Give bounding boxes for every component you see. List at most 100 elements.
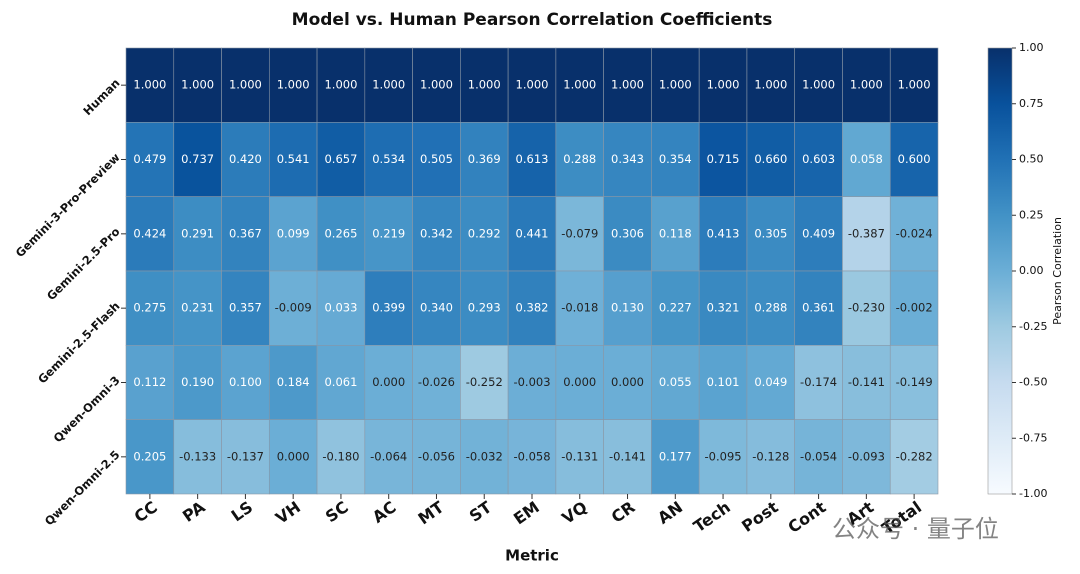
heatmap-cell [364,47,413,123]
heatmap-cell [460,345,509,420]
cell-label: 0.441 [516,226,549,240]
cell-label: 1.000 [898,78,931,92]
heatmap-cell [316,345,366,420]
cell-label: -0.174 [800,375,837,389]
cell-label: 0.369 [468,152,501,166]
heatmap-cell [698,196,748,272]
colorbar-tick-label: 0.25 [1019,208,1044,221]
cell-label: 0.291 [181,226,214,240]
cell-label: 0.613 [516,152,549,166]
x-tick-label: EM [510,497,543,528]
cell-label: 0.340 [420,301,453,315]
heatmap-cell [221,196,270,272]
heatmap-cell [268,47,318,123]
heatmap-cell [698,419,748,495]
cell-label: 0.342 [420,226,453,240]
cell-label: 1.000 [324,78,357,92]
cell-label: 0.292 [468,226,501,240]
heatmap-cell [603,196,652,272]
heatmap-cell [698,270,748,346]
y-tick-label: Human [80,76,122,118]
cell-label: 0.000 [611,375,644,389]
heatmap-cell [268,419,318,495]
heatmap-cell [316,47,366,123]
heatmap-cell [555,345,604,420]
heatmap-cell [746,122,796,197]
x-tick-label: ST [466,497,495,525]
colorbar-label: Pearson Correlation [1051,217,1064,325]
heatmap-cell [412,345,461,420]
heatmap-cell [364,419,413,495]
colorbar [987,47,1013,495]
y-tick-label: Gemini-2.5-Flash [35,299,123,387]
cell-label: 0.049 [754,375,787,389]
heatmap-cell [268,122,318,197]
heatmap-cell [746,419,796,495]
heatmap-cell [268,345,318,420]
x-tick-label: AN [654,497,686,527]
colorbar-tick-label: 0.50 [1019,153,1044,166]
cell-label: -0.141 [848,375,885,389]
heatmap-cell [316,196,366,272]
heatmap-cell [889,47,939,123]
x-tick-label: AC [369,497,400,526]
cell-label: 0.033 [324,301,357,315]
heatmap-cell [698,47,748,123]
cell-label: 0.305 [754,226,787,240]
cell-label: 0.293 [468,301,501,315]
cell-label: 1.000 [516,78,549,92]
heatmap-cell [507,345,557,420]
heatmap-cell [746,47,796,123]
cell-label: 0.130 [611,301,644,315]
colorbar-tick-label: -0.50 [1019,376,1047,389]
heatmap-cell [794,47,843,123]
cell-label: -0.018 [561,301,598,315]
cell-label: -0.095 [705,449,742,463]
cell-label: -0.387 [848,226,885,240]
heatmap-cell [842,270,891,346]
heatmap-cell [794,270,843,346]
heatmap-cell [460,270,509,346]
x-tick-label: SC [322,497,352,526]
cell-label: -0.026 [418,375,455,389]
cell-label: 0.343 [611,152,644,166]
cell-label: -0.002 [896,301,933,315]
x-tick-label: MT [414,497,447,528]
cell-label: 1.000 [850,78,883,92]
x-tick-label: VQ [558,497,590,527]
cell-label: -0.093 [848,449,885,463]
heatmap-cell [842,47,891,123]
heatmap-cell [364,196,413,272]
heatmap-cell [794,196,843,272]
cell-label: 0.231 [181,301,214,315]
heatmap-cell [316,270,366,346]
cell-label: 0.603 [802,152,835,166]
heatmap-cell [173,196,222,272]
cell-label: -0.128 [752,449,789,463]
heatmap-cell [555,47,604,123]
heatmap-cell [651,122,700,197]
cell-label: 0.424 [133,226,166,240]
cell-label: -0.252 [466,375,503,389]
cell-label: -0.141 [609,449,646,463]
heatmap-cell [221,419,270,495]
colorbar-tick-label: 1.00 [1019,41,1044,54]
heatmap-cell [603,122,652,197]
cell-label: 1.000 [468,78,501,92]
heatmap-cell [507,419,557,495]
heatmap-cell [364,270,413,346]
cell-label: 0.399 [372,301,405,315]
heatmap-cell [268,270,318,346]
cell-label: 0.112 [133,375,166,389]
cell-label: 0.275 [133,301,166,315]
colorbar-tick-label: -0.75 [1019,431,1047,444]
cell-label: 0.055 [659,375,692,389]
cell-label: 1.000 [229,78,262,92]
heatmap-cell [221,122,270,197]
cell-label: 1.000 [133,78,166,92]
heatmap-cell [460,122,509,197]
colorbar-tick-label: -1.00 [1019,487,1047,500]
cell-label: 0.600 [898,152,931,166]
cell-label: 0.715 [707,152,740,166]
cell-label: 0.367 [229,226,262,240]
